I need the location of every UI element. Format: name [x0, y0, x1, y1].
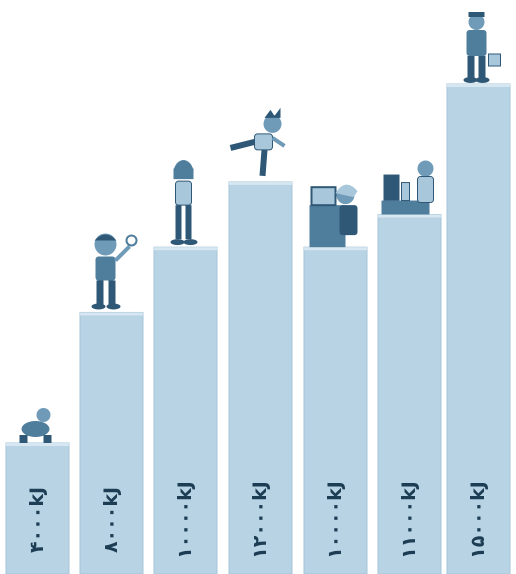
bar-rect: [5, 442, 70, 574]
bar-3: ۱۰۰۰۰kJ: [153, 246, 218, 574]
bar-rect: [228, 181, 293, 574]
bar-top-highlight: [154, 247, 217, 251]
bar-7: ۱۵۰۰۰kJ: [446, 83, 511, 574]
bar-top-highlight: [304, 247, 367, 251]
bar-value-label: ۱۰۰۰۰kJ: [174, 481, 196, 559]
bar-top-highlight: [378, 214, 441, 218]
bar-value-label: ۸۰۰۰kJ: [100, 487, 122, 553]
bar-top-highlight: [229, 181, 292, 185]
bar-top-highlight: [447, 84, 510, 87]
manual-worker-figure-icon: [463, 12, 501, 83]
bar-2: ۸۰۰۰kJ: [79, 311, 144, 574]
bar-5: ۱۰۰۰۰kJ: [303, 246, 368, 574]
bar-value-label: ۱۱۰۰۰kJ: [398, 481, 420, 559]
baby-figure-icon: [19, 408, 52, 443]
bar-rect: [153, 246, 218, 574]
bar-6: ۱۱۰۰۰kJ: [377, 214, 442, 574]
bars-group: ۴۰۰۰kJ ۸۰۰۰kJ ۱۰۰۰۰kJ ۱۲۰۰۰kJ ۱۰۰۰۰kJ ۱۱۰۰۰kJ…: [5, 83, 511, 574]
bar-1: ۴۰۰۰kJ: [5, 442, 70, 574]
office-worker-figure-icon: [309, 184, 358, 248]
bar-value-label: ۱۰۰۰۰kJ: [324, 481, 346, 559]
lab-worker-figure-icon: [381, 160, 434, 215]
bar-top-highlight: [6, 443, 69, 446]
bar-value-label: ۱۲۰۰۰kJ: [249, 481, 271, 559]
teen-girl-figure-icon: [170, 160, 198, 246]
bar-rect: [377, 214, 442, 574]
child-figure-icon: [91, 233, 138, 310]
bar-4: ۱۲۰۰۰kJ: [228, 181, 293, 574]
bar-rect: [303, 246, 368, 574]
bar-rect: [79, 311, 144, 574]
bar-value-label: ۱۵۰۰۰kJ: [467, 481, 489, 559]
athlete-figure-icon: [229, 107, 286, 177]
bar-value-label: ۴۰۰۰kJ: [26, 487, 48, 553]
bar-rect: [446, 83, 511, 574]
bar-top-highlight: [80, 312, 143, 316]
